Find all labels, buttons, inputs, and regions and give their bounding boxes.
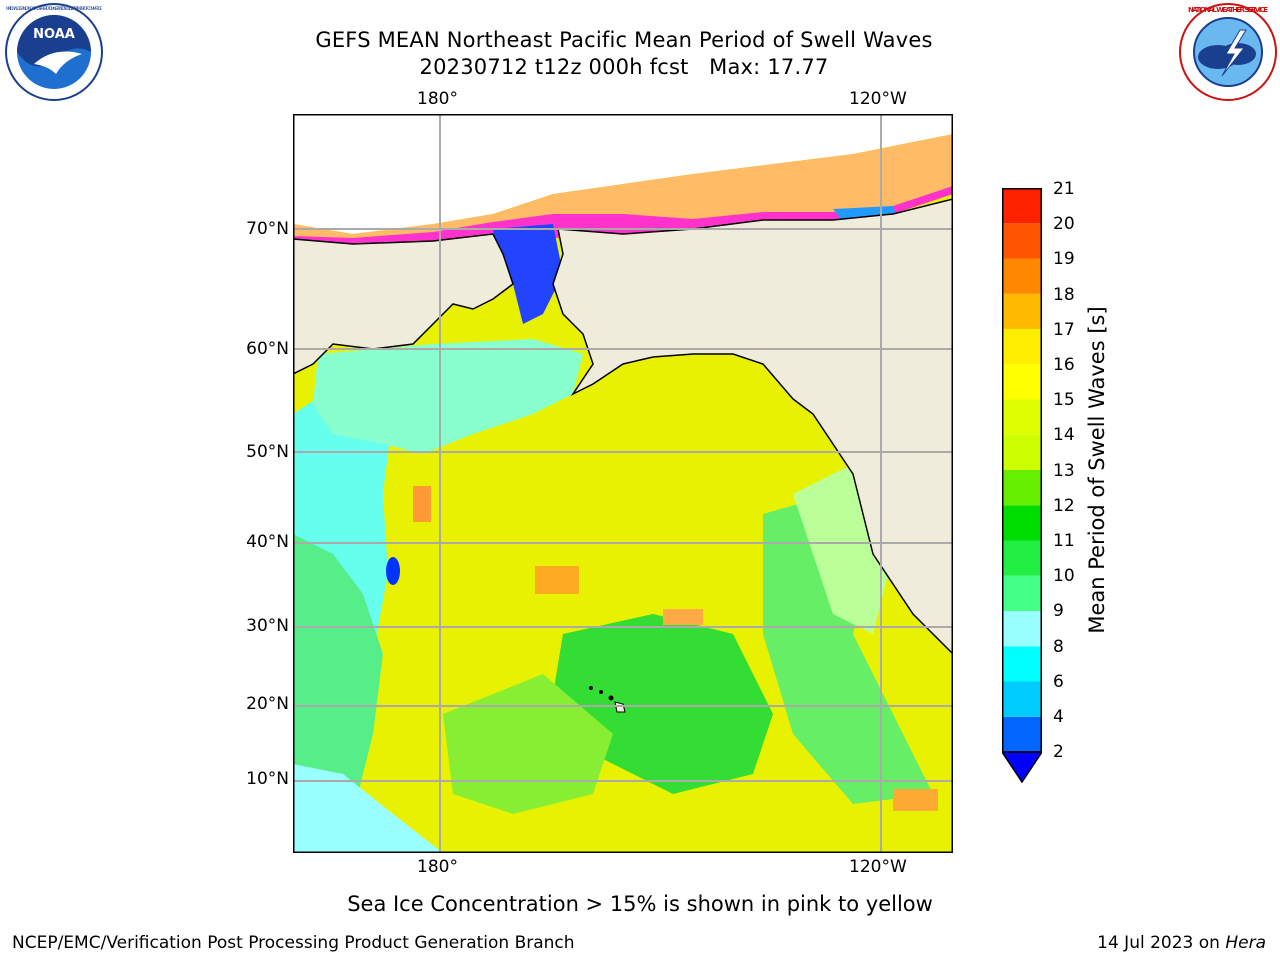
colorbar-label: Mean Period of Swell Waves [s] bbox=[1085, 306, 1109, 634]
colorbar-segment bbox=[1002, 434, 1042, 470]
lat-label-60n: 60°N bbox=[246, 339, 289, 359]
colorbar-segment bbox=[1002, 716, 1042, 752]
colorbar-segment bbox=[1002, 188, 1042, 224]
cb-tick-8: 8 bbox=[1053, 637, 1064, 657]
cb-tick-19: 19 bbox=[1053, 249, 1075, 269]
nws-logo: NATIONAL WEATHER SERVICE bbox=[1179, 3, 1277, 101]
footer-date: 14 Jul 2023 on Hera bbox=[1097, 933, 1266, 953]
noaa-logo: NOAA NATIONAL OCEANIC AND ATMOSPHERIC AD… bbox=[5, 3, 103, 101]
colorbar-extend-arrow bbox=[1002, 751, 1042, 784]
colorbar-segment bbox=[1002, 258, 1042, 294]
land-siberia bbox=[293, 233, 514, 375]
cb-tick-10: 10 bbox=[1053, 566, 1075, 586]
lon-label-bottom-180: 180° bbox=[417, 857, 458, 877]
colorbar-segment bbox=[1002, 364, 1042, 400]
lon-label-top-120w: 120°W bbox=[849, 89, 907, 109]
hawaii-island-3 bbox=[608, 695, 614, 701]
swell-patch-orange-1 bbox=[535, 566, 579, 594]
colorbar bbox=[1002, 188, 1042, 784]
hawaii-island-2 bbox=[599, 690, 603, 694]
footer-date-text: 14 Jul 2023 on bbox=[1097, 933, 1226, 953]
colorbar-border bbox=[1002, 188, 1042, 753]
graticule bbox=[293, 114, 953, 853]
colorbar-segment bbox=[1002, 681, 1042, 717]
lon-label-top-180: 180° bbox=[417, 89, 458, 109]
lat-label-30n: 30°N bbox=[246, 616, 289, 636]
cb-tick-14: 14 bbox=[1053, 425, 1075, 445]
arctic-no-data bbox=[293, 114, 953, 234]
map-border bbox=[293, 114, 953, 853]
chukchi-sea-blue bbox=[493, 224, 563, 324]
cb-tick-6: 6 bbox=[1053, 672, 1064, 692]
lat-label-20n: 20°N bbox=[246, 694, 289, 714]
colorbar-segment bbox=[1002, 329, 1042, 365]
noaa-logo-text: NOAA bbox=[33, 27, 75, 42]
cb-tick-11: 11 bbox=[1053, 531, 1075, 551]
colorbar-segment bbox=[1002, 470, 1042, 506]
swell-patch-orange-4 bbox=[663, 609, 703, 625]
lat-label-50n: 50°N bbox=[246, 442, 289, 462]
lat-label-40n: 40°N bbox=[246, 532, 289, 552]
cb-tick-20: 20 bbox=[1053, 214, 1075, 234]
cb-tick-2: 2 bbox=[1053, 742, 1064, 762]
footer-credit: NCEP/EMC/Verification Post Processing Pr… bbox=[12, 933, 575, 953]
colorbar-segment bbox=[1002, 540, 1042, 576]
colorbar-segment bbox=[1002, 293, 1042, 329]
colorbar-segment bbox=[1002, 575, 1042, 611]
cb-tick-13: 13 bbox=[1053, 461, 1075, 481]
swell-spot-blue bbox=[386, 557, 400, 585]
footer-host: Hera bbox=[1225, 933, 1266, 953]
cb-tick-9: 9 bbox=[1053, 601, 1064, 621]
swell-patch-orange-3 bbox=[893, 789, 938, 811]
sea-ice-caption: Sea Ice Concentration > 15% is shown in … bbox=[347, 892, 933, 916]
cb-tick-17: 17 bbox=[1053, 320, 1075, 340]
cb-tick-4: 4 bbox=[1053, 707, 1064, 727]
land-north-america bbox=[552, 198, 953, 656]
cb-tick-21: 21 bbox=[1053, 179, 1075, 199]
cb-tick-12: 12 bbox=[1053, 496, 1075, 516]
colorbar-segment bbox=[1002, 399, 1042, 435]
colorbar-segment bbox=[1002, 646, 1042, 682]
swell-region-east-green bbox=[763, 494, 933, 804]
swell-region-south-green bbox=[443, 674, 613, 814]
colorbar-segment bbox=[1002, 223, 1042, 259]
map-panel bbox=[293, 114, 953, 853]
lon-label-bottom-120w: 120°W bbox=[849, 857, 907, 877]
nws-ring-text: NATIONAL WEATHER SERVICE bbox=[1188, 6, 1268, 14]
lat-label-10n: 10°N bbox=[246, 769, 289, 789]
noaa-ring-text: NATIONAL OCEANIC AND ATMOSPHERIC ADMINIS… bbox=[6, 6, 102, 11]
lat-label-70n: 70°N bbox=[246, 219, 289, 239]
hawaii-island-1 bbox=[589, 686, 593, 690]
swell-patch-orange-2 bbox=[413, 486, 431, 522]
cb-tick-18: 18 bbox=[1053, 285, 1075, 305]
map-subtitle: 20230712 t12z 000h fcst Max: 17.77 bbox=[419, 55, 829, 79]
map-title: GEFS MEAN Northeast Pacific Mean Period … bbox=[315, 28, 933, 52]
colorbar-segment bbox=[1002, 611, 1042, 647]
colorbar-segment bbox=[1002, 505, 1042, 541]
swell-region-southwest-cyan bbox=[293, 764, 443, 853]
cb-tick-15: 15 bbox=[1053, 390, 1075, 410]
swell-region-bering bbox=[313, 339, 583, 454]
cb-tick-16: 16 bbox=[1053, 355, 1075, 375]
